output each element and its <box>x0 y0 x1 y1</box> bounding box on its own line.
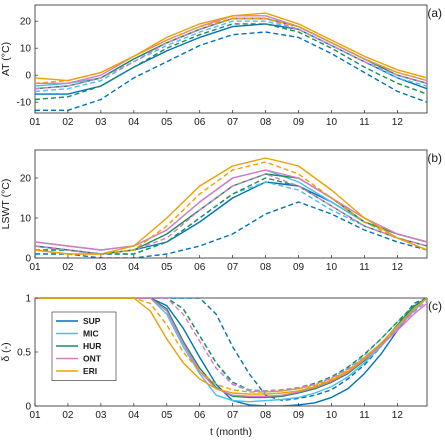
series-line-ont-solid <box>35 15 427 85</box>
series-line-hur-solid <box>35 173 427 255</box>
series-line-ont-dashed <box>35 173 427 255</box>
series-line-sup-solid <box>35 23 427 95</box>
y-axis-title: δ (-) <box>0 342 12 361</box>
x-tick-label: 09 <box>293 262 305 273</box>
series-line-mic-dashed <box>35 181 427 255</box>
y-tick-label: 1 <box>25 294 31 305</box>
panel-tag: (a) <box>427 6 442 20</box>
x-tick-label: 03 <box>95 117 107 128</box>
series-line-mic-solid <box>35 298 427 403</box>
x-tick-label: 01 <box>29 117 41 128</box>
series-line-eri-solid <box>35 12 427 82</box>
series-line-hur-solid <box>35 17 427 90</box>
series-line-eri-solid <box>35 157 427 255</box>
series-line-sup-dashed <box>35 201 427 258</box>
y-tick-label: -10 <box>17 98 32 109</box>
series-line-hur-dashed <box>35 23 427 101</box>
x-tick-label: 01 <box>29 262 41 273</box>
y-tick-label: 0 <box>25 402 31 413</box>
series-line-ont-solid <box>35 169 427 251</box>
x-tick-label: 10 <box>326 117 338 128</box>
x-tick-label: 02 <box>62 262 74 273</box>
panel-tag: (c) <box>428 299 442 313</box>
legend-label-eri: ERI <box>83 366 97 376</box>
x-tick-label: 02 <box>62 117 74 128</box>
x-tick-label: 08 <box>260 410 272 421</box>
panel-a: 01 02 03 04 05 06 07 08 09 10 11 12 -10 0 10 20 AT (°C) (… <box>0 4 442 128</box>
x-tick-label: 09 <box>293 117 305 128</box>
x-axis-title: t (month) <box>210 426 252 438</box>
y-tick-label: 10 <box>20 214 32 225</box>
y-tick-label: 20 <box>20 17 32 28</box>
x-tick-label: 04 <box>128 262 140 273</box>
x-tick-label: 05 <box>161 262 173 273</box>
x-tick-label: 12 <box>392 117 404 128</box>
x-tick-label: 04 <box>128 410 140 421</box>
x-tick-label: 10 <box>326 410 338 421</box>
y-axis-title: AT (°C) <box>0 42 12 76</box>
panel-c: 01 02 03 04 05 06 07 08 09 10 11 12 0 0.5 1 δ (-) (c) t (… <box>0 294 442 439</box>
series-line-eri-dashed <box>35 161 427 255</box>
series-group <box>35 298 427 406</box>
x-tick-label: 05 <box>161 410 173 421</box>
legend-label-ont: ONT <box>83 354 102 364</box>
y-tick-label: 0 <box>25 254 31 265</box>
legend-label-hur: HUR <box>83 341 101 351</box>
y-tick-label: 20 <box>20 174 32 185</box>
x-tick-label: 02 <box>62 410 74 421</box>
x-tick-label: 08 <box>260 117 272 128</box>
x-tick-label: 10 <box>326 262 338 273</box>
series-line-mic-dashed <box>35 20 427 93</box>
x-tick-label: 03 <box>95 262 107 273</box>
x-tick-label: 11 <box>359 410 370 421</box>
x-tick-label: 11 <box>359 262 370 273</box>
x-tick-label: 09 <box>293 410 305 421</box>
series-line-eri-dashed <box>35 298 427 393</box>
x-tick-label: 12 <box>392 410 404 421</box>
x-tick-label: 08 <box>260 262 272 273</box>
legend-label-mic: MIC <box>83 329 99 339</box>
x-tick-label: 01 <box>29 410 41 421</box>
series-line-ont-dashed <box>35 17 427 90</box>
x-tick-label: 06 <box>194 262 206 273</box>
series-line-sup-solid <box>35 181 427 255</box>
axes-frame <box>34 149 428 259</box>
series-line-sup-dashed <box>35 31 427 112</box>
series-line-sup-solid <box>35 298 427 406</box>
series-group <box>35 157 427 258</box>
y-axis-title: LSWT (°C) <box>0 179 12 230</box>
y-tick-label: 10 <box>20 44 32 55</box>
series-line-mic-solid <box>35 169 427 251</box>
x-tick-label: 04 <box>128 117 140 128</box>
series-group <box>35 12 427 112</box>
x-tick-label: 07 <box>227 410 239 421</box>
series-line-sup-dashed <box>35 298 427 402</box>
series-line-hur-dashed <box>35 177 427 255</box>
y-tick-label: 0.5 <box>17 348 31 359</box>
x-tick-label: 06 <box>194 410 206 421</box>
x-tick-label: 06 <box>194 117 206 128</box>
x-tick-label: 07 <box>227 117 239 128</box>
series-line-ont-solid <box>35 298 427 397</box>
series-line-mic-solid <box>35 17 427 87</box>
series-line-eri-solid <box>35 298 427 395</box>
series-line-eri-dashed <box>35 17 427 84</box>
x-tick-label: 05 <box>161 117 173 128</box>
legend-label-sup: SUP <box>83 316 101 326</box>
panel-b: 01 02 03 04 05 06 07 08 09 10 11 12 0 10 20 LSWT (°C) (b… <box>0 149 442 273</box>
x-tick-label: 12 <box>392 262 404 273</box>
x-tick-label: 03 <box>95 410 107 421</box>
legend: SUP MIC HUR ONT ERI <box>51 311 117 381</box>
axes-frame <box>34 4 428 114</box>
y-tick-label: 0 <box>25 71 31 82</box>
x-tick-label: 07 <box>227 262 239 273</box>
panel-tag: (b) <box>427 151 442 165</box>
x-tick-label: 11 <box>359 117 370 128</box>
